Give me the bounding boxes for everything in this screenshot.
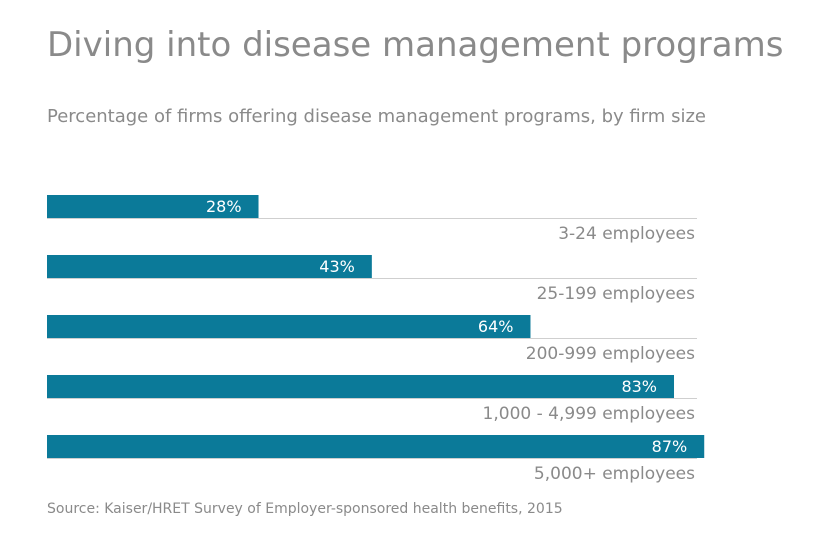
bar-value-label: 83% [621, 377, 657, 396]
chart-title: Diving into disease management programs [47, 25, 784, 65]
bar-value-label: 64% [478, 317, 514, 336]
category-label: 5,000+ employees [534, 464, 695, 484]
bar-value-label: 43% [319, 257, 355, 276]
source-note: Source: Kaiser/HRET Survey of Employer-s… [47, 501, 563, 517]
category-label: 200-999 employees [526, 344, 695, 364]
bar [47, 255, 372, 278]
bar [47, 375, 675, 398]
bar [47, 195, 259, 218]
chart-subtitle: Percentage of firms offering disease man… [47, 106, 706, 127]
bar-value-label: 87% [652, 437, 688, 456]
bar [47, 315, 531, 338]
category-label: 25-199 employees [537, 284, 696, 304]
category-label: 1,000 - 4,999 employees [483, 404, 696, 424]
bar-value-label: 28% [206, 197, 242, 216]
bar [47, 435, 705, 458]
category-label: 3-24 employees [558, 224, 695, 244]
